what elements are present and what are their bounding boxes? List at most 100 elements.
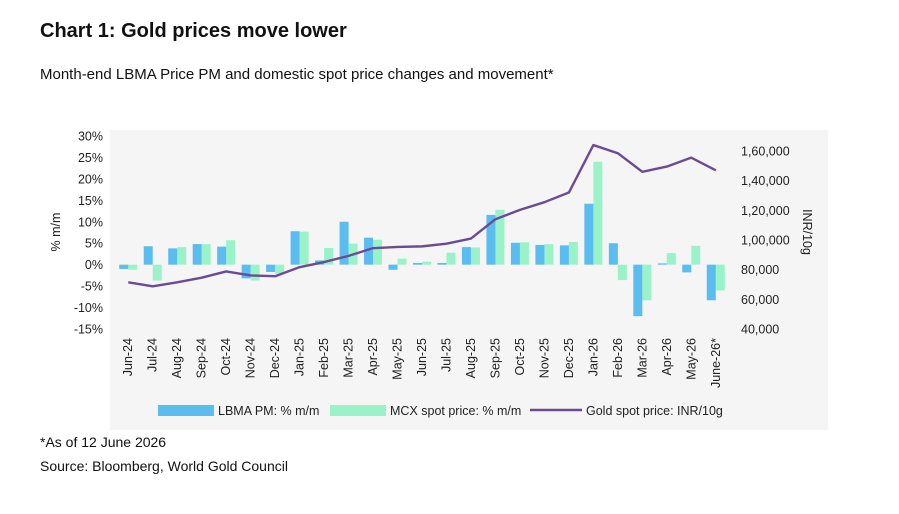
bar-lbma-Feb-26 <box>608 243 618 265</box>
right-tick-label: 60,000 <box>741 293 779 307</box>
left-tick-label: 10% <box>78 215 103 229</box>
chart-title: Chart 1: Gold prices move lower <box>40 20 347 42</box>
bar-mcx-Sep-24 <box>201 244 211 265</box>
bar-mcx-Oct-24 <box>226 240 236 265</box>
x-tick-label: Sep-25 <box>488 338 502 378</box>
x-tick-label: Feb-25 <box>317 338 331 378</box>
bar-mcx-Dec-25 <box>568 241 578 265</box>
x-tick-label: Dec-24 <box>268 338 282 378</box>
bar-lbma-Nov-25 <box>535 244 545 265</box>
bar-lbma-Jan-25 <box>290 231 300 265</box>
right-axis-label: INR/10g <box>800 209 814 255</box>
x-tick-label: Apr-25 <box>366 338 380 376</box>
right-axis: 1,60,000 1,40,000 1,20,000 1,00,000 80,000 60… <box>741 145 790 337</box>
x-tick-label: Feb-26 <box>611 338 625 378</box>
right-tick-label: 40,000 <box>741 323 779 337</box>
bar-mcx-Apr-25 <box>373 239 383 265</box>
left-tick-label: -5% <box>81 280 103 294</box>
bar-mcx-Aug-24 <box>177 247 187 265</box>
legend-label-mcx: MCX spot price: % m/m <box>390 404 521 418</box>
right-tick-label: 1,20,000 <box>741 204 790 218</box>
bar-mcx-Jun-25 <box>422 261 431 265</box>
x-tick-label: May-25 <box>391 338 405 380</box>
x-tick-label: Jul-24 <box>146 338 160 372</box>
bar-lbma-Jul-24 <box>143 246 153 265</box>
bar-lbma-June-26* <box>706 264 716 301</box>
x-tick-label: Jul-25 <box>439 338 453 372</box>
bar-lbma-Oct-25 <box>510 242 520 265</box>
x-tick-label: Jan-26 <box>586 338 600 376</box>
x-tick-label: Jan-25 <box>293 338 307 376</box>
chart-subtitle: Month-end LBMA Price PM and domestic spo… <box>40 66 554 83</box>
bar-lbma-Dec-25 <box>559 245 569 265</box>
bar-lbma-Apr-25 <box>364 237 374 265</box>
bar-lbma-Mar-25 <box>339 221 349 265</box>
bar-mcx-Apr-26 <box>666 253 676 265</box>
legend-swatch-mcx <box>330 405 386 416</box>
bar-mcx-Jun-24 <box>128 264 138 270</box>
bar-mcx-Nov-25 <box>544 244 554 265</box>
spot-price-line <box>128 143 717 288</box>
right-tick-label: 1,60,000 <box>741 145 790 159</box>
x-tick-label: Sep-24 <box>195 338 209 378</box>
left-tick-label: -10% <box>74 301 103 315</box>
bar-lbma-Nov-24 <box>241 264 251 279</box>
legend-swatch-lbma <box>158 405 214 416</box>
bar-lbma-May-25 <box>388 264 398 270</box>
x-tick-label: Aug-25 <box>464 338 478 378</box>
bar-lbma-Sep-25 <box>486 214 496 265</box>
bar-lbma-Sep-24 <box>192 244 202 265</box>
left-tick-label: 15% <box>78 194 103 208</box>
x-tick-label: Jun-25 <box>415 338 429 376</box>
bar-lbma-Aug-25 <box>461 247 471 265</box>
left-tick-label: 5% <box>85 237 103 251</box>
bar-lbma-Aug-24 <box>168 248 178 265</box>
right-tick-label: 80,000 <box>741 263 779 277</box>
x-tick-label: June-26* <box>709 338 723 388</box>
bar-mcx-Jan-25 <box>299 231 309 265</box>
left-tick-label: 0% <box>85 258 103 272</box>
x-tick-label: Apr-26 <box>660 338 674 376</box>
left-tick-label: 20% <box>78 172 103 186</box>
bar-lbma-Jun-25 <box>413 262 422 265</box>
bar-lbma-Jan-26 <box>584 203 594 265</box>
footnote: *As of 12 June 2026 <box>40 434 167 450</box>
x-tick-label: Aug-24 <box>170 338 184 378</box>
bar-lbma-Dec-24 <box>266 264 276 272</box>
bar-mcx-Dec-24 <box>275 264 285 274</box>
left-tick-label: 30% <box>78 130 103 144</box>
x-tick-label: Jun-24 <box>121 338 135 376</box>
x-tick-label: Nov-24 <box>244 338 258 378</box>
bar-mcx-Jul-25 <box>446 252 456 265</box>
x-tick-label: Oct-25 <box>513 338 527 376</box>
bar-mcx-May-25 <box>397 258 407 265</box>
bar-lbma-Jun-24 <box>119 264 129 269</box>
bar-lbma-May-26 <box>682 264 692 273</box>
right-tick-label: 1,40,000 <box>741 174 790 188</box>
bar-mcx-Mar-26 <box>642 264 652 301</box>
left-axis-label: % m/m <box>49 213 63 252</box>
x-tick-label: Dec-25 <box>562 338 576 378</box>
x-tick-label: Mar-26 <box>635 338 649 378</box>
bar-mcx-Feb-26 <box>617 264 627 281</box>
bar-lbma-Apr-26 <box>657 263 667 265</box>
legend-label-spot: Gold spot price: INR/10g <box>586 404 723 418</box>
bar-mcx-Sep-25 <box>495 209 505 265</box>
left-tick-label: 25% <box>78 151 103 165</box>
line-group <box>128 143 717 288</box>
bar-mcx-Nov-24 <box>250 264 260 281</box>
source-note: Source: Bloomberg, World Gold Council <box>40 458 288 474</box>
bar-mcx-Feb-25 <box>324 247 334 265</box>
legend: LBMA PM: % m/m MCX spot price: % m/m Gol… <box>158 404 723 418</box>
bar-mcx-May-26 <box>691 245 701 265</box>
bar-mcx-Oct-25 <box>519 242 529 265</box>
x-tick-label: Oct-24 <box>219 338 233 376</box>
x-tick-label: May-26 <box>684 338 698 380</box>
bar-lbma-Oct-24 <box>217 246 227 265</box>
x-tick-label: Mar-25 <box>342 338 356 378</box>
bar-mcx-Jan-26 <box>593 161 603 265</box>
x-tick-label: Nov-25 <box>537 338 551 378</box>
left-axis: 30% 25% 20% 15% 10% 5% 0% -5% -10% -15% <box>74 130 103 337</box>
left-tick-label: -15% <box>74 323 103 337</box>
